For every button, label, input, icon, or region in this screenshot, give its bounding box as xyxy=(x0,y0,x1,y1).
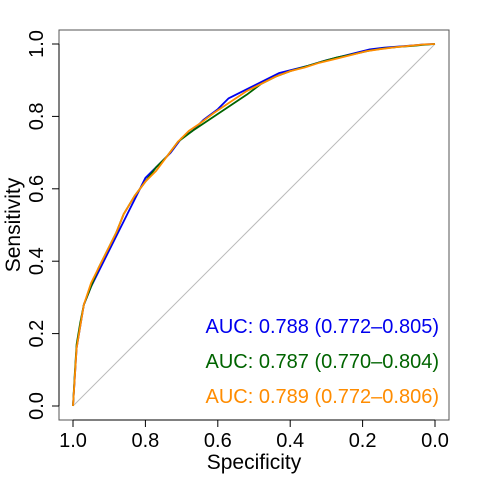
y-axis-label: Sensitivity xyxy=(2,177,25,272)
auc-annotation-2: AUC: 0.787 (0.770–0.804) xyxy=(206,351,440,373)
y-tick-label: 0.0 xyxy=(26,392,48,420)
auc-value: 0.788 (0.772–0.805) xyxy=(259,316,439,338)
diagonal-reference-line xyxy=(72,43,436,407)
x-tick-label: 0.6 xyxy=(204,430,232,452)
x-tick-label: 1.0 xyxy=(59,430,87,452)
y-tick-label: 0.4 xyxy=(26,247,48,275)
series-group xyxy=(72,43,436,407)
y-tick-label: 0.6 xyxy=(26,175,48,203)
x-tick-label: 0.0 xyxy=(421,430,449,452)
auc-annotation-3: AUC: 0.789 (0.772–0.806) xyxy=(206,386,440,408)
auc-prefix: AUC: xyxy=(206,316,259,338)
y-tick-label: 0.2 xyxy=(26,320,48,348)
auc-annotations: AUC: 0.788 (0.772–0.805)AUC: 0.787 (0.77… xyxy=(206,316,440,408)
x-axis: 1.0 0.8 0.6 0.4 0.2 0.0 xyxy=(59,419,449,452)
y-tick-label: 1.0 xyxy=(26,30,48,58)
x-tick-label: 0.4 xyxy=(276,430,304,452)
x-axis-label: Specificity xyxy=(207,451,302,474)
auc-value: 0.787 (0.770–0.804) xyxy=(259,351,439,373)
y-axis: 0.0 0.2 0.4 0.6 0.8 1.0 xyxy=(26,30,60,420)
auc-value: 0.789 (0.772–0.806) xyxy=(259,386,439,408)
auc-prefix: AUC: xyxy=(206,351,259,373)
auc-annotation-1: AUC: 0.788 (0.772–0.805) xyxy=(206,316,440,338)
y-tick-label: 0.8 xyxy=(26,102,48,130)
auc-prefix: AUC: xyxy=(206,386,259,408)
roc-curve-3 xyxy=(72,43,436,407)
x-tick-label: 0.2 xyxy=(349,430,377,452)
x-tick-label: 0.8 xyxy=(131,430,159,452)
